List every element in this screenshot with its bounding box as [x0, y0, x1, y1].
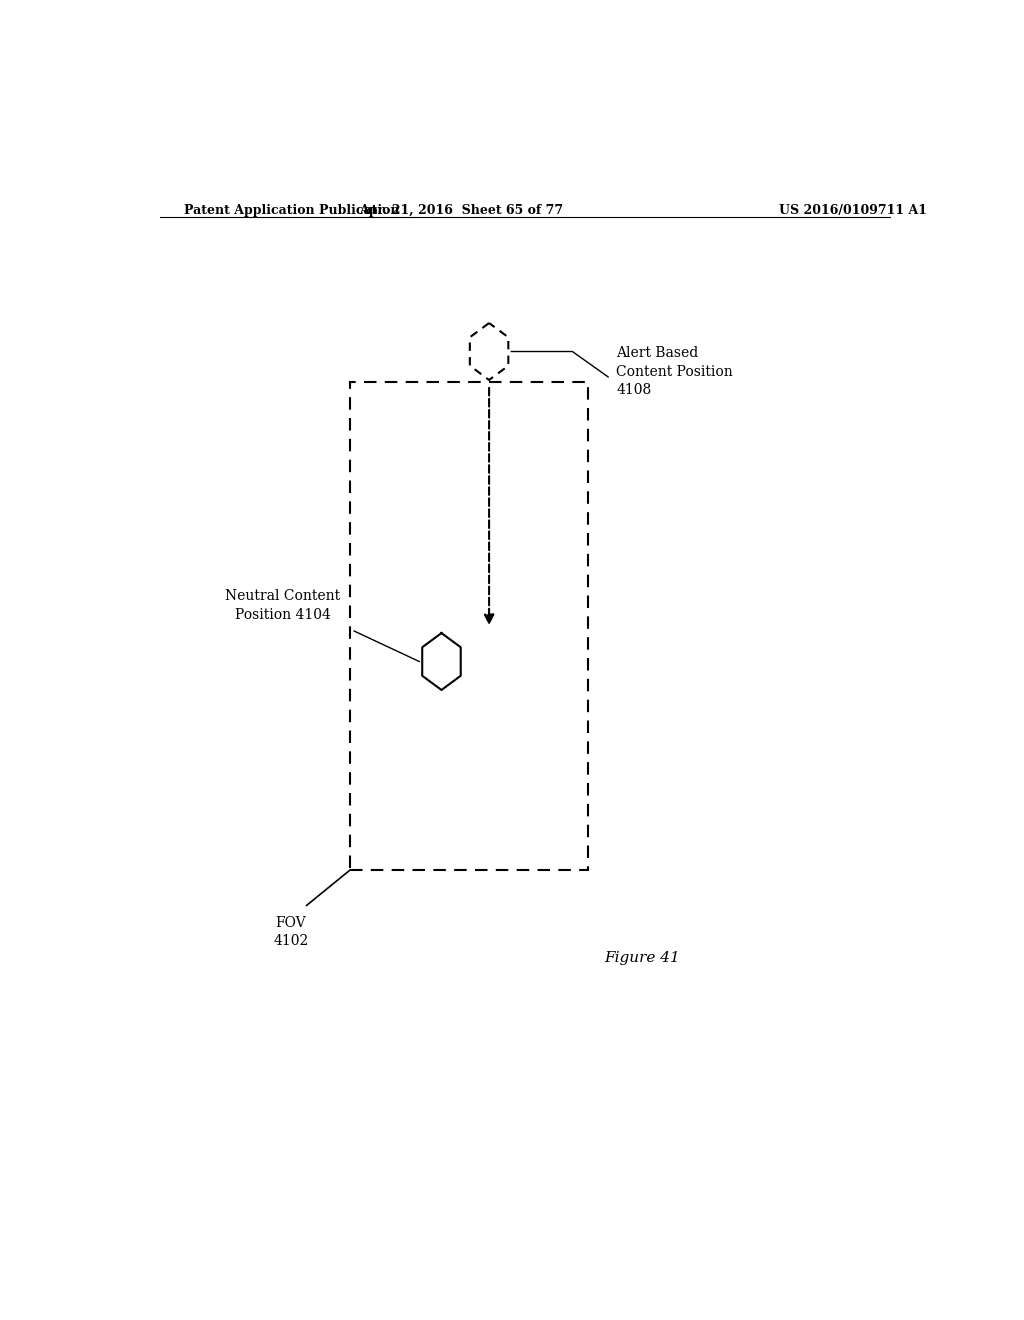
Text: Figure 41: Figure 41 [604, 952, 680, 965]
Text: Apr. 21, 2016  Sheet 65 of 77: Apr. 21, 2016 Sheet 65 of 77 [359, 205, 563, 216]
Bar [350, 381, 588, 870]
Text: Patent Application Publication: Patent Application Publication [183, 205, 399, 216]
Text: Alert Based
Content Position
4108: Alert Based Content Position 4108 [616, 346, 733, 397]
Text: US 2016/0109711 A1: US 2016/0109711 A1 [778, 205, 927, 216]
Text: Neutral Content
Position 4104: Neutral Content Position 4104 [225, 590, 340, 622]
Text: FOV
4102: FOV 4102 [273, 916, 308, 948]
